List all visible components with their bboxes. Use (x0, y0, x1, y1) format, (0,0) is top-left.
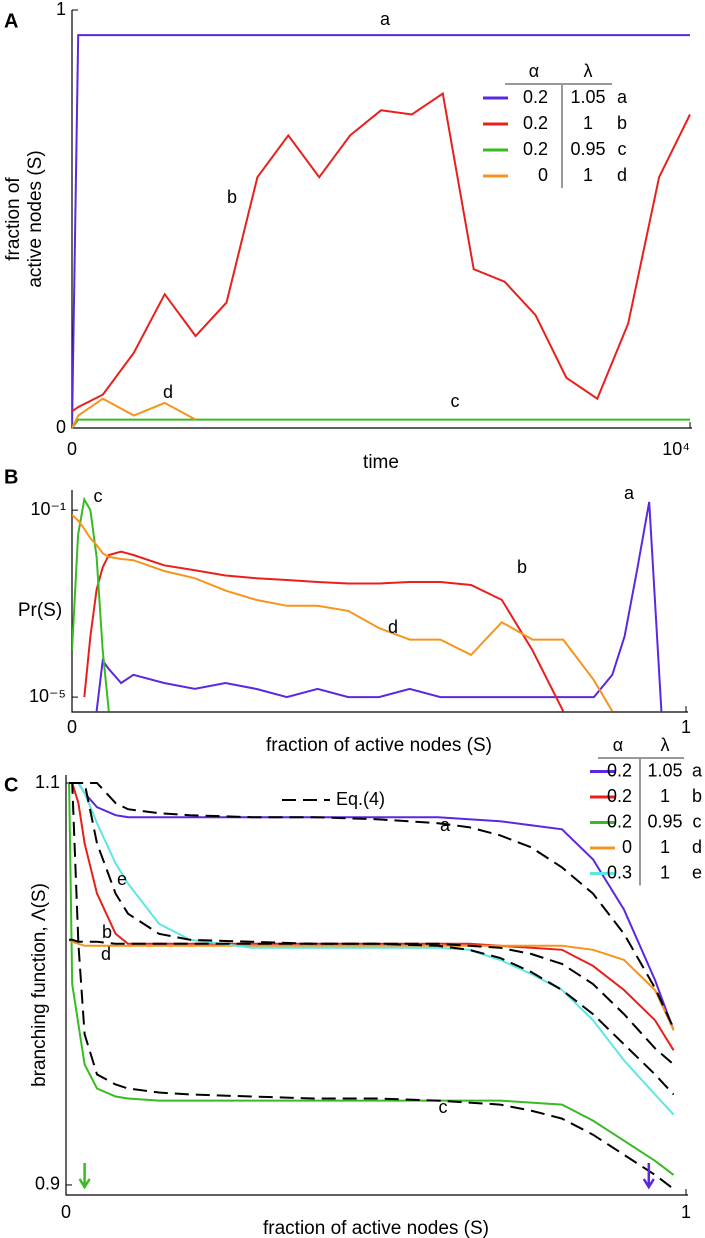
legend-alpha: 0.3 (607, 862, 632, 882)
series-label: e (117, 869, 127, 889)
legend-lambda: 0.95 (570, 139, 605, 159)
series-label: c (439, 1097, 448, 1117)
series-line (68, 782, 675, 1176)
plot-area (72, 496, 663, 712)
x-tick-label: 1 (681, 717, 691, 737)
series-label: d (388, 617, 398, 637)
series-label: b (517, 557, 527, 577)
plot-area (68, 782, 675, 1190)
model-line (69, 938, 675, 1066)
legend-alpha: 0.2 (523, 87, 548, 107)
x-tick-label: 1 (681, 1202, 691, 1222)
series-label: c (451, 391, 460, 411)
model-line (69, 782, 675, 1029)
series-line (95, 501, 663, 712)
legend-alpha: 0 (538, 165, 548, 185)
axes (71, 490, 688, 713)
series-line (72, 91, 691, 413)
arrow-marker (78, 1163, 91, 1190)
legend-lambda: 1 (660, 862, 670, 882)
x-tick-label: 0 (67, 439, 77, 459)
series-label: d (101, 944, 111, 964)
series-label: c (94, 486, 103, 506)
series-line (72, 496, 110, 712)
model-line (69, 782, 675, 1096)
legend-lambda: 1.05 (570, 87, 605, 107)
y-tick-label: 1 (56, 0, 66, 19)
legend-header: λ (584, 61, 593, 81)
series-label: a (380, 9, 391, 29)
legend-lambda: 0.95 (647, 811, 682, 831)
legend-name: b (617, 113, 627, 133)
legend-name: b (692, 786, 702, 806)
panel-letter: A (4, 10, 18, 32)
legend-name: a (617, 87, 628, 107)
x-tick-label: 10⁴ (662, 439, 690, 459)
x-axis-label: time (363, 452, 399, 473)
y-tick-label: 10⁻¹ (30, 499, 66, 519)
series-line (69, 782, 675, 1116)
legend-header: α (529, 61, 539, 81)
legend-name: c (618, 139, 627, 159)
model-line (69, 782, 675, 1190)
legend-alpha: 0.2 (607, 760, 632, 780)
y-axis-label: branching function, Λ(S) (29, 883, 50, 1087)
y-axis-label: active nodes (S) (25, 150, 46, 287)
axes (71, 10, 692, 429)
legend-lambda: 1 (583, 165, 593, 185)
arrow-marker (642, 1163, 655, 1190)
legend-name: d (692, 837, 702, 857)
legend-name: Eq.(4) (336, 789, 385, 809)
series-line (72, 34, 690, 429)
legend-header: α (613, 735, 623, 755)
series-label: b (102, 922, 112, 942)
legend-lambda: 1 (660, 837, 670, 857)
panel-letter: C (4, 774, 18, 796)
legend-alpha: 0.2 (607, 811, 632, 831)
x-tick-label: 0 (61, 1202, 71, 1222)
legend-lambda: 1.05 (647, 760, 682, 780)
x-tick-label: 0 (67, 717, 77, 737)
series-line (72, 513, 614, 712)
legend-name: a (692, 760, 703, 780)
series-label: b (227, 187, 237, 207)
series-line (72, 418, 690, 429)
legend-lambda: 1 (583, 113, 593, 133)
y-tick-label: 1.1 (35, 772, 60, 792)
legend-header: λ (661, 735, 670, 755)
series-label: a (624, 483, 635, 503)
x-axis-label: fraction of active nodes (S) (266, 735, 492, 756)
y-tick-label: 0 (56, 417, 66, 437)
x-axis-label: fraction of active nodes (S) (263, 1218, 489, 1238)
legend-alpha: 0 (622, 837, 632, 857)
legend-name: e (692, 862, 702, 882)
series-line (69, 782, 675, 1031)
legend-alpha: 0.2 (607, 786, 632, 806)
series-line (83, 550, 565, 712)
legend-alpha: 0.2 (523, 139, 548, 159)
legend-alpha: 0.2 (523, 113, 548, 133)
series-label: d (163, 382, 173, 402)
plot-area (72, 34, 691, 429)
y-tick-label: 10⁻⁵ (29, 686, 66, 706)
y-axis-label: fraction of (3, 177, 24, 261)
y-tick-label: 0.9 (35, 1174, 60, 1194)
y-axis-label: Pr(S) (18, 600, 62, 621)
panel-letter: B (4, 466, 18, 488)
series-label: a (440, 815, 451, 835)
series-line (68, 938, 675, 1031)
legend-name: d (617, 165, 627, 185)
legend-lambda: 1 (660, 786, 670, 806)
legend-name: c (693, 811, 702, 831)
series-line (72, 397, 197, 429)
